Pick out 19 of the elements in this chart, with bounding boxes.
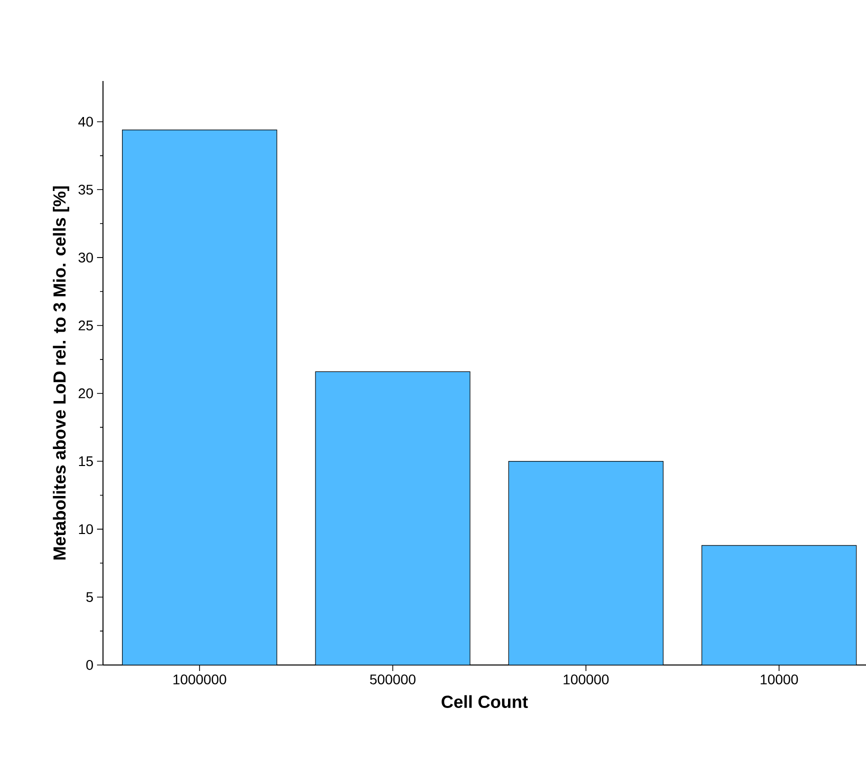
x-tick-label: 500000 <box>370 674 416 684</box>
y-axis-title: Metabolites above LoD rel. to 3 Mio. cells [%] <box>52 186 70 560</box>
y-tick-label: 20 <box>78 388 93 398</box>
bar <box>122 130 278 665</box>
x-tick-label: 10000 <box>760 674 798 684</box>
y-tick-label: 30 <box>78 252 93 262</box>
x-tick-label: 100000 <box>564 674 609 684</box>
x-axis-title: Cell Count <box>442 695 528 708</box>
y-tick-label: 15 <box>79 456 93 466</box>
y-tick-label: 25 <box>78 320 93 330</box>
y-tick-label: 5 <box>86 592 93 602</box>
x-tick-label: 1000000 <box>173 674 226 684</box>
bar <box>702 545 857 665</box>
y-tick-label: 0 <box>86 660 93 670</box>
y-tick-label: 35 <box>78 184 93 195</box>
y-tick-label: 10 <box>79 524 93 534</box>
y-tick-label: 40 <box>78 116 93 127</box>
bar <box>315 371 470 665</box>
bar <box>508 460 664 665</box>
